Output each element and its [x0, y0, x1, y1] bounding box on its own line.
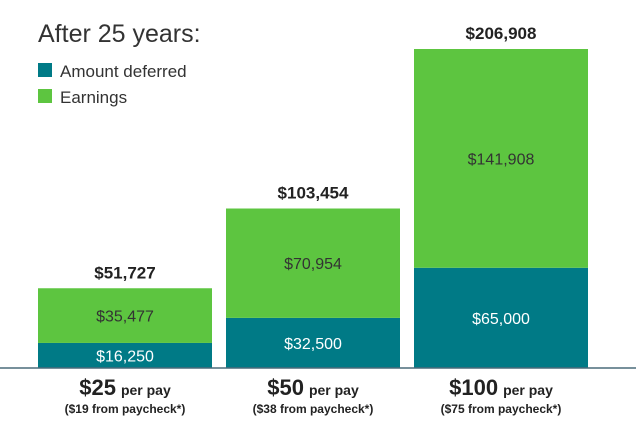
x-tick-label-2: $50 per pay [267, 375, 359, 400]
data-label-earnings-2: $70,954 [284, 256, 342, 273]
x-axis-labels: $25 per pay ($19 from paycheck*) $50 per pay… [65, 375, 562, 416]
data-label-deferred-1: $16,250 [96, 348, 154, 365]
x-tick-note-1: ($19 from paycheck*) [65, 402, 186, 416]
bars-group: $16,250 $35,477 $51,727 $32,500 $70,954 $103,… [38, 24, 588, 368]
data-label-deferred-3: $65,000 [472, 311, 530, 328]
legend-swatch-earnings [38, 89, 52, 103]
data-label-earnings-1: $35,477 [96, 309, 154, 326]
total-label-1: $51,727 [94, 263, 155, 282]
bar-segment-deferred-1 [38, 342, 212, 368]
legend-label-earnings: Earnings [60, 88, 127, 107]
legend-label-deferred: Amount deferred [60, 62, 187, 81]
bar-segment-deferred-3 [414, 267, 588, 368]
data-label-deferred-2: $32,500 [284, 336, 342, 353]
data-label-earnings-3: $141,908 [468, 151, 535, 168]
bar-segment-earnings-1 [38, 288, 212, 343]
bar-segment-deferred-2 [226, 317, 400, 368]
chart-title: After 25 years: [38, 20, 201, 48]
bar-segment-earnings-2 [226, 208, 400, 318]
x-tick-label-3: $100 per pay [449, 375, 553, 400]
x-tick-label-1: $25 per pay [79, 375, 171, 400]
total-label-2: $103,454 [278, 184, 349, 203]
total-label-3: $206,908 [466, 24, 537, 43]
legend-swatch-deferred [38, 63, 52, 77]
bar-segment-earnings-3 [414, 49, 588, 268]
x-tick-note-2: ($38 from paycheck*) [253, 402, 374, 416]
x-tick-note-3: ($75 from paycheck*) [441, 402, 562, 416]
